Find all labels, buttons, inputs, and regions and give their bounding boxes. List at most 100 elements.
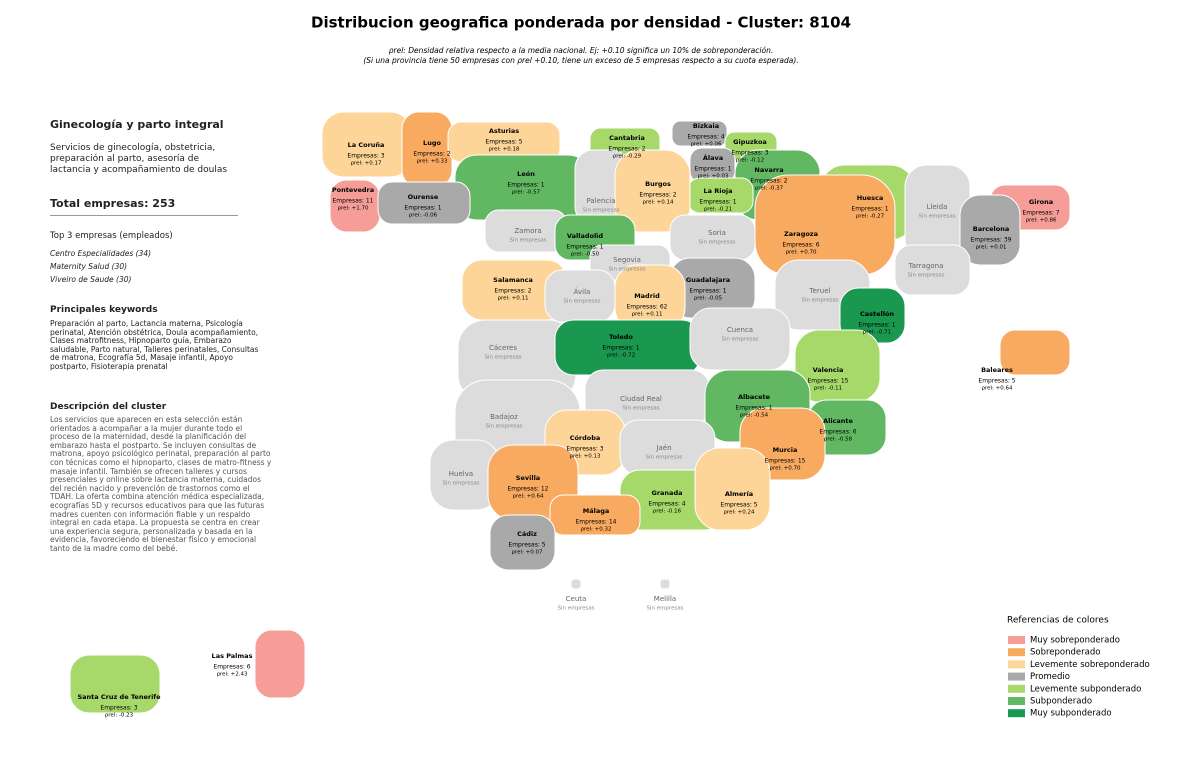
- province-name: Segovia: [613, 256, 641, 264]
- province-name: Huelva: [449, 470, 473, 478]
- legend-swatch: [1008, 648, 1025, 657]
- province-rho: ρrel: +1.70: [338, 206, 370, 212]
- province-rho: ρrel: -0.05: [694, 296, 723, 302]
- province-rho: ρrel: +0.13: [570, 454, 602, 460]
- province-shape: [544, 269, 616, 323]
- province-name: Las Palmas: [212, 652, 253, 660]
- province-name: Badajoz: [490, 413, 518, 421]
- province-name: Barcelona: [973, 225, 1010, 233]
- province-name: Guadalajara: [686, 276, 730, 284]
- province-count: Empresas: 1: [602, 345, 639, 352]
- province-rho: ρrel: +0.14: [643, 200, 675, 206]
- province-rho: ρrel: +0.18: [489, 147, 521, 153]
- province-count: Empresas: 6: [782, 242, 819, 249]
- province-name: Ávila: [574, 287, 591, 296]
- province-name: Valencia: [813, 366, 844, 374]
- title: Distribucion geografica ponderada por de…: [311, 14, 851, 32]
- province-count: Empresas: 3: [100, 705, 137, 712]
- province-count: Empresas: 12: [508, 486, 549, 493]
- top-item: Viveiro de Saude (30): [50, 275, 132, 284]
- province-shape: [659, 578, 671, 590]
- legend-swatch: [1008, 636, 1025, 644]
- province-name: Álava: [703, 153, 723, 162]
- province-name: Gipuzkoa: [733, 138, 767, 146]
- legend-swatch: [1008, 697, 1025, 705]
- province-rho: ρrel: +0.33: [417, 159, 449, 165]
- province-count: Empresas: 62: [627, 304, 668, 311]
- province-count: Empresas: 7: [1022, 210, 1059, 217]
- province-name: La Coruña: [348, 141, 385, 149]
- province-rho: ρrel: -0.29: [613, 154, 642, 160]
- province-count: Sin empresas: [563, 299, 600, 305]
- province-rho: ρrel: -0.21: [704, 207, 732, 213]
- province-name: Santa Cruz de Tenerife: [77, 693, 161, 701]
- province-name: Ourense: [408, 193, 439, 201]
- legend-swatch: [1008, 672, 1025, 681]
- legend-label: Subponderado: [1030, 697, 1092, 707]
- province-rho: ρrel: +0.86: [1026, 218, 1058, 224]
- province-rho: ρrel: -0.06: [409, 213, 438, 219]
- province-count: Sin empresas: [918, 214, 955, 220]
- province-count: Empresas: 5: [720, 502, 757, 509]
- province-count: Empresas: 5: [978, 378, 1015, 385]
- province-count: Empresas: 6: [819, 429, 856, 436]
- province-count: Sin empresas: [645, 455, 682, 461]
- province-name: Lugo: [423, 139, 441, 147]
- province-count: Empresas: 1: [404, 205, 441, 212]
- province-count: Empresas: 14: [576, 519, 617, 526]
- province-rho: ρrel: +0.01: [976, 245, 1007, 251]
- province-name: Cáceres: [489, 344, 517, 352]
- province-rho: ρrel: -0.16: [653, 509, 682, 515]
- legend-swatch: [1008, 709, 1025, 718]
- province-name: Albacete: [738, 393, 771, 401]
- province-count: Empresas: 2: [639, 192, 676, 199]
- top-list: Centro Especialidades (34) Maternity Sal…: [50, 247, 275, 286]
- summary: Servicios de ginecología, obstetricia, p…: [50, 143, 228, 175]
- legend-swatch: [1008, 660, 1025, 669]
- province-shape: [694, 447, 771, 531]
- province-count: Empresas: 1: [507, 182, 544, 189]
- province-shape: [549, 494, 641, 536]
- province-rho: ρrel: -0.54: [740, 413, 769, 419]
- province-count: Empresas: 1: [694, 166, 731, 173]
- province-count: Empresas: 1: [735, 405, 772, 412]
- top-heading: Top 3 empresas (empleados): [50, 231, 173, 241]
- province-name: Cuenca: [727, 326, 753, 334]
- province-name: Tarragona: [908, 262, 944, 270]
- province-count: Empresas: 11: [333, 198, 374, 205]
- province-name: Ciudad Real: [620, 395, 662, 403]
- legend-label: Sobreponderado: [1030, 648, 1100, 658]
- province-rho: ρrel: -0.71: [863, 330, 891, 336]
- province-rho: ρrel: +0.03: [698, 174, 730, 180]
- province-rho: ρrel: +0.17: [351, 161, 383, 167]
- province-name: Soria: [708, 229, 726, 237]
- province-name: Jaén: [655, 444, 671, 452]
- province-count: Sin empresas: [557, 606, 594, 612]
- province-count: Sin empresas: [907, 273, 944, 279]
- legend-swatch: [1008, 684, 1025, 693]
- keywords: Preparación al parto, Lactancia materna,…: [50, 319, 259, 371]
- subtitle: (Si una provincia tiene 50 empresas con …: [363, 56, 798, 65]
- province-name: Teruel: [809, 287, 831, 295]
- province-name: Granada: [652, 489, 683, 497]
- legend-label: Levemente subponderado: [1030, 684, 1141, 694]
- province-count: Sin empresas: [646, 606, 683, 612]
- province-name: Salamanca: [493, 276, 533, 284]
- province-shape: [999, 329, 1071, 376]
- province-shape: [401, 111, 453, 188]
- legend-title: Referencias de colores: [1007, 616, 1109, 626]
- province-name: León: [517, 170, 535, 178]
- province-name: Pontevedra: [332, 186, 374, 194]
- description-heading: Descripción del cluster: [50, 402, 167, 412]
- province-name: Castellón: [860, 310, 894, 318]
- province-name: Zaragoza: [784, 230, 818, 238]
- province-name: Zamora: [514, 227, 541, 235]
- province-count: Empresas: 15: [765, 458, 806, 465]
- province-count: Empresas: 6: [213, 664, 250, 671]
- province-name: Palencia: [587, 197, 616, 205]
- province-count: Sin empresas: [442, 481, 479, 487]
- province-count: Sin empresas: [485, 424, 522, 430]
- province-rho: ρrel: -0.50: [571, 252, 600, 258]
- subtitle: ρrel: Densidad relativa respecto a la me…: [389, 46, 773, 55]
- province-count: Empresas: 1: [689, 288, 726, 295]
